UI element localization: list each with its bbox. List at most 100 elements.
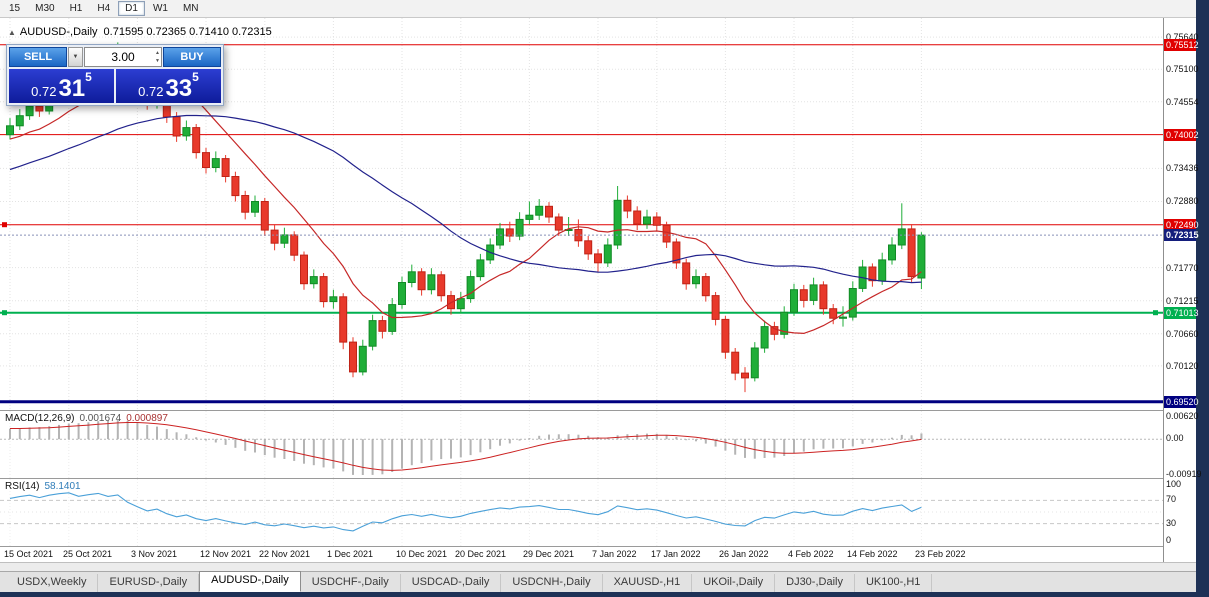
rsi-axis-label-0: 0 <box>1166 535 1172 545</box>
buy-price-point: 5 <box>192 70 199 84</box>
macd-axis-label-0.00620: 0.00620 <box>1166 411 1199 421</box>
price-axis-label-0.71215: 0.71215 <box>1166 296 1199 306</box>
macd-axis-label--0.00919: -0.00919 <box>1166 469 1202 479</box>
ma_fast-line <box>9 70 922 335</box>
chart-symbol-label: AUDUSD-,Daily <box>19 26 98 38</box>
buy-price-major: 0.72 <box>138 84 164 99</box>
rsi-axis-label-70: 70 <box>1166 494 1177 504</box>
price-axis-label-0.72490: 0.72490 <box>1164 219 1199 231</box>
rsi-canvas[interactable] <box>0 479 1163 547</box>
chart-ohlc-values: 0.71595 0.72365 0.71410 0.72315 <box>103 26 272 38</box>
spinner-down-icon[interactable]: ▼ <box>155 58 160 64</box>
date-label: 10 Dec 2021 <box>396 549 448 559</box>
rsi-axis-label-100: 100 <box>1166 479 1182 489</box>
date-label: 4 Feb 2022 <box>788 549 834 559</box>
macd-name: MACD(12,26,9) <box>5 413 75 424</box>
chart-tab-eurusd[interactable]: EURUSD-,Daily <box>98 574 200 592</box>
timeframe-toolbar: 15 M30 H1 H4 D1 W1 MN <box>0 0 1196 18</box>
volume-value: 3.00 <box>111 50 135 64</box>
macd-label: MACD(12,26,9) 0.001674 0.000897 <box>5 413 168 424</box>
price-axis-label-0.72315: 0.72315 <box>1164 229 1199 241</box>
timeframe-button-15[interactable]: 15 <box>2 1 27 16</box>
sell-price-display[interactable]: 0.72 31 5 <box>9 69 114 103</box>
buy-button[interactable]: BUY <box>163 47 221 67</box>
chart-tab-bar: USDX,Weekly EURUSD-,Daily AUDUSD-,Daily USD… <box>0 571 1196 592</box>
buy-price-display[interactable]: 0.72 33 5 <box>116 69 221 103</box>
price-axis-label-0.75640: 0.75640 <box>1166 32 1199 42</box>
price-axis-label-0.69520: 0.69520 <box>1164 396 1199 408</box>
chart-tab-usdcnh[interactable]: USDCNH-,Daily <box>501 574 603 592</box>
chevron-down-icon: ▼ <box>72 54 79 60</box>
price-axis-label-0.74002: 0.74002 <box>1164 129 1199 141</box>
chart-tab-dj30[interactable]: DJ30-,Daily <box>775 574 855 592</box>
date-label: 29 Dec 2021 <box>523 549 575 559</box>
price-axis-label-0.70660: 0.70660 <box>1166 329 1199 339</box>
rsi-indicator-panel[interactable]: RSI(14) 58.1401 <box>0 478 1196 547</box>
date-label: 12 Nov 2021 <box>200 549 252 559</box>
volume-spinner[interactable]: ▲ ▼ <box>155 49 160 65</box>
date-label: 20 Dec 2021 <box>455 549 507 559</box>
rsi-line <box>9 492 922 532</box>
date-label: 25 Oct 2021 <box>63 549 113 559</box>
sell-price-pips: 31 <box>58 75 86 102</box>
one-click-trading-panel: SELL ▼ 3.00 ▲ ▼ BUY 0.72 31 5 0.72 33 5 <box>6 44 224 106</box>
sell-price-point: 5 <box>85 70 92 84</box>
sell-button[interactable]: SELL <box>9 47 67 67</box>
date-label: 3 Nov 2021 <box>131 549 178 559</box>
macd-canvas[interactable] <box>0 411 1163 479</box>
rsi-axis-label-30: 30 <box>1166 518 1177 528</box>
chart-tab-uk100[interactable]: UK100-,H1 <box>855 574 933 592</box>
chart-ohlc-header: ▲ AUDUSD-,Daily 0.71595 0.72365 0.71410 0.… <box>8 26 272 38</box>
macd-axis-label-0.00: 0.00 <box>1166 433 1184 443</box>
timeframe-button-m30[interactable]: M30 <box>28 1 61 16</box>
price-axis-label-0.75512: 0.75512 <box>1164 39 1199 51</box>
timeframe-button-h1[interactable]: H1 <box>63 1 90 16</box>
price-chart-canvas[interactable] <box>0 18 1163 410</box>
price-axis-label-0.71770: 0.71770 <box>1166 263 1199 273</box>
macd-signal-value: 0.000897 <box>126 413 168 424</box>
timeframe-button-mn[interactable]: MN <box>176 1 206 16</box>
date-label: 26 Jan 2022 <box>719 549 769 559</box>
chart-tab-xauusd[interactable]: XAUUSD-,H1 <box>603 574 693 592</box>
chart-tab-ukoil[interactable]: UKOil-,Daily <box>692 574 776 592</box>
volume-field[interactable]: 3.00 ▲ ▼ <box>84 47 162 67</box>
price-chart-panel[interactable]: ▲ AUDUSD-,Daily 0.71595 0.72365 0.71410 0.… <box>0 18 1196 410</box>
price-axis-label-0.73436: 0.73436 <box>1166 163 1199 173</box>
chart-tab-usdcad[interactable]: USDCAD-,Daily <box>401 574 502 592</box>
date-label: 1 Dec 2021 <box>327 549 374 559</box>
price-axis-label-0.70120: 0.70120 <box>1166 361 1199 371</box>
buy-price-pips: 33 <box>165 75 193 102</box>
date-label: 7 Jan 2022 <box>592 549 637 559</box>
rsi-label: RSI(14) 58.1401 <box>5 481 81 492</box>
price-axis-label-0.71013: 0.71013 <box>1164 307 1199 319</box>
volume-dropdown-button[interactable]: ▼ <box>68 47 83 67</box>
rsi-name: RSI(14) <box>5 481 40 492</box>
status-strip <box>0 562 1196 571</box>
date-label: 15 Oct 2021 <box>4 549 54 559</box>
price-axis-label-0.75100: 0.75100 <box>1166 64 1199 74</box>
date-label: 17 Jan 2022 <box>651 549 701 559</box>
date-label: 14 Feb 2022 <box>847 549 898 559</box>
timeframe-button-w1[interactable]: W1 <box>146 1 175 16</box>
price-axis-label-0.74554: 0.74554 <box>1166 97 1199 107</box>
chart-workspace: ▲ AUDUSD-,Daily 0.71595 0.72365 0.71410 0.… <box>0 18 1202 563</box>
timeframe-button-h4[interactable]: H4 <box>90 1 117 16</box>
price-axis-label-0.72880: 0.72880 <box>1166 196 1199 206</box>
macd-signal-line <box>10 422 922 471</box>
rsi-value: 58.1401 <box>44 481 81 492</box>
date-label: 23 Feb 2022 <box>915 549 966 559</box>
date-axis[interactable]: 15 Oct 2021 25 Oct 2021 3 Nov 2021 12 Nov 2… <box>0 546 1196 563</box>
macd-main-value: 0.001674 <box>79 413 122 424</box>
sell-price-major: 0.72 <box>31 84 57 99</box>
timeframe-button-d1[interactable]: D1 <box>118 1 145 16</box>
collapse-trade-panel-icon[interactable]: ▲ <box>8 28 16 37</box>
price-axis[interactable]: 0.75640 0.75512 0.75100 0.74554 0.74002 0.734… <box>1163 18 1202 562</box>
macd-indicator-panel[interactable]: MACD(12,26,9) 0.001674 0.000897 <box>0 410 1196 479</box>
spinner-up-icon[interactable]: ▲ <box>155 50 160 56</box>
chart-tab-usdchf[interactable]: USDCHF-,Daily <box>301 574 401 592</box>
chart-tab-audusd[interactable]: AUDUSD-,Daily <box>199 571 301 592</box>
ma_slow-line <box>9 114 922 284</box>
chart-tab-usdx[interactable]: USDX,Weekly <box>6 574 99 592</box>
date-label: 22 Nov 2021 <box>259 549 311 559</box>
